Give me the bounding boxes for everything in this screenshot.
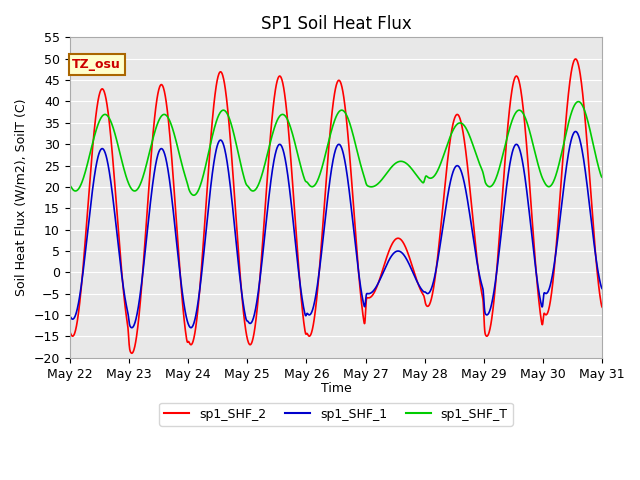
- sp1_SHF_2: [429, 286, 437, 291]
- Legend: sp1_SHF_2, sp1_SHF_1, sp1_SHF_T: sp1_SHF_2, sp1_SHF_1, sp1_SHF_T: [159, 403, 513, 425]
- sp1_SHF_2: [598, 304, 606, 310]
- sp1_SHF_1: [598, 286, 606, 291]
- sp1_SHF_2: [66, 329, 74, 335]
- sp1_SHF_2: [266, 149, 273, 155]
- sp1_SHF_T: [96, 117, 104, 122]
- sp1_SHF_T: [66, 182, 74, 188]
- sp1_SHF_T: [179, 167, 187, 173]
- sp1_SHF_T: [429, 174, 437, 180]
- sp1_SHF_T: [190, 192, 198, 198]
- X-axis label: Time: Time: [321, 382, 351, 395]
- Title: SP1 Soil Heat Flux: SP1 Soil Heat Flux: [260, 15, 412, 33]
- sp1_SHF_2: [286, 144, 294, 150]
- sp1_SHF_T: [266, 144, 273, 150]
- sp1_SHF_T: [575, 99, 582, 105]
- Line: sp1_SHF_1: sp1_SHF_1: [70, 132, 602, 328]
- Line: sp1_SHF_T: sp1_SHF_T: [70, 102, 602, 195]
- sp1_SHF_1: [96, 148, 104, 154]
- sp1_SHF_1: [128, 325, 136, 331]
- sp1_SHF_T: [286, 122, 294, 128]
- sp1_SHF_2: [180, 312, 188, 317]
- sp1_SHF_1: [284, 168, 291, 174]
- sp1_SHF_2: [572, 56, 579, 62]
- sp1_SHF_2: [128, 350, 136, 356]
- sp1_SHF_1: [266, 192, 273, 198]
- sp1_SHF_1: [66, 313, 74, 319]
- sp1_SHF_1: [572, 129, 579, 134]
- sp1_SHF_1: [180, 299, 188, 305]
- Line: sp1_SHF_2: sp1_SHF_2: [70, 59, 602, 353]
- sp1_SHF_1: [429, 279, 437, 285]
- sp1_SHF_2: [284, 114, 291, 120]
- Text: TZ_osu: TZ_osu: [72, 58, 121, 71]
- sp1_SHF_2: [96, 89, 104, 95]
- Y-axis label: Soil Heat Flux (W/m2), SoilT (C): Soil Heat Flux (W/m2), SoilT (C): [15, 99, 28, 296]
- sp1_SHF_1: [286, 189, 294, 195]
- sp1_SHF_T: [598, 175, 606, 180]
- sp1_SHF_T: [284, 116, 291, 122]
